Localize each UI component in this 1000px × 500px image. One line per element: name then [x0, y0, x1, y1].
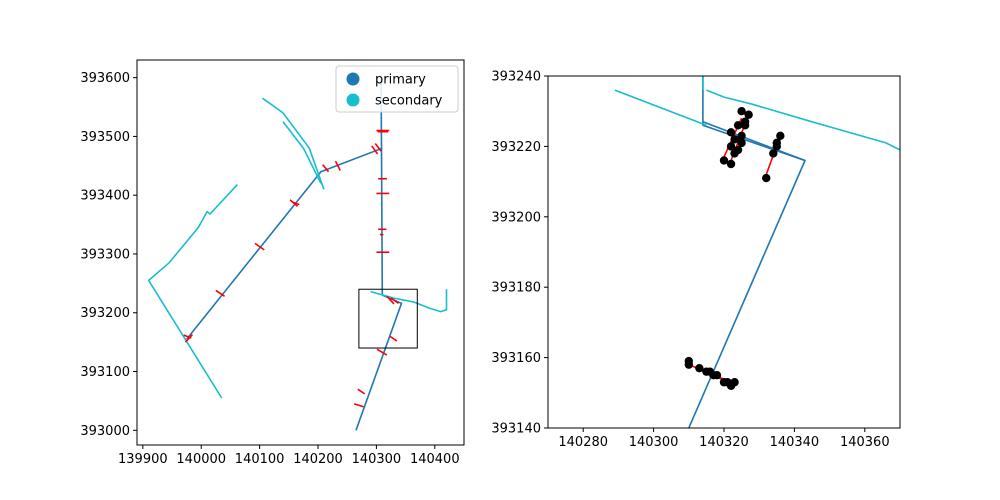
- sample-point: [730, 378, 739, 387]
- y-tick-label: 393180: [491, 281, 541, 296]
- sample-point: [769, 149, 778, 158]
- y-tick-label: 393200: [80, 306, 130, 321]
- secondary-road-line: [370, 289, 448, 313]
- sample-point: [744, 110, 753, 119]
- sample-point: [684, 356, 693, 366]
- primary-road-line: [702, 121, 806, 162]
- zoom-region-box: [358, 288, 418, 349]
- plot-area: [147, 77, 448, 431]
- sample-point: [723, 378, 732, 387]
- y-tick-label: 393200: [491, 210, 541, 225]
- cut-marker: [322, 164, 330, 173]
- primary-road-line: [380, 77, 384, 296]
- sample-point: [726, 128, 736, 137]
- x-tick-label: 140200: [293, 452, 343, 467]
- zoomed-map-panel: 140280 140300 140320 140340 140360 393140 3931…: [491, 70, 901, 450]
- x-tick-label: 140300: [629, 435, 679, 450]
- primary-road-line: [185, 147, 383, 340]
- cut-marker: [389, 335, 398, 342]
- y-tick-label: 393140: [491, 422, 541, 437]
- legend-marker: [346, 93, 360, 107]
- sample-point: [719, 156, 729, 165]
- y-tick-label: 393000: [80, 424, 130, 439]
- cut-marker: [374, 142, 382, 152]
- y-tick-label: 393500: [80, 130, 130, 145]
- sample-point: [733, 121, 743, 130]
- sample-point: [762, 173, 771, 183]
- secondary-road-line: [262, 97, 325, 190]
- secondary-road-line: [614, 89, 707, 127]
- axes-frame: [547, 75, 901, 429]
- legend-box: [335, 65, 459, 113]
- sample-point: [695, 363, 704, 373]
- secondary-road-line: [282, 121, 322, 184]
- cut-marker: [184, 333, 194, 343]
- y-tick-label: 393220: [491, 140, 541, 155]
- axes-frame: [136, 59, 465, 446]
- secondary-road-line: [147, 184, 238, 399]
- x-tick-label: 140300: [352, 452, 402, 467]
- x-tick-label: 140280: [558, 435, 608, 450]
- cut-marker: [386, 295, 395, 305]
- y-tick-label: 393100: [80, 365, 130, 380]
- x-tick-label: 140320: [699, 435, 749, 450]
- cut-marker: [376, 348, 388, 356]
- x-tick-label: 140340: [770, 435, 820, 450]
- x-tick-label: 140360: [840, 435, 890, 450]
- y-tick-label: 393240: [491, 70, 541, 85]
- sample-point: [730, 135, 739, 144]
- sample-point: [737, 107, 746, 116]
- sample-point: [776, 131, 785, 141]
- cut-marker: [334, 160, 341, 171]
- y-tick-label: 393600: [80, 71, 130, 86]
- cut-marker: [353, 403, 364, 408]
- y-tick-label: 393160: [491, 351, 541, 366]
- cut-marker: [371, 145, 379, 155]
- cut-marker: [357, 388, 366, 395]
- y-tick-label: 393300: [80, 247, 130, 262]
- cut-marker: [390, 297, 400, 304]
- sample-point: [772, 138, 781, 148]
- primary-road-line: [688, 76, 806, 428]
- sample-point: [740, 121, 750, 130]
- x-tick-label: 140400: [410, 452, 460, 467]
- sample-point: [726, 142, 736, 151]
- x-tick-label: 140100: [235, 452, 285, 467]
- legend-label: secondary: [375, 94, 443, 109]
- legend-label: primary: [375, 73, 426, 88]
- overview-map-panel: 139900 140000 140100 140200 140300 140400 3930…: [80, 59, 465, 467]
- cut-marker: [292, 201, 300, 206]
- y-tick-label: 393400: [80, 189, 130, 204]
- sample-point: [733, 145, 743, 155]
- sample-point: [709, 371, 718, 380]
- secondary-road-line: [706, 89, 900, 151]
- legend-marker: [346, 72, 360, 86]
- sample-point: [737, 131, 746, 141]
- primary-road-line: [355, 294, 403, 431]
- sample-point: [726, 159, 736, 169]
- legend: primary secondary: [335, 65, 459, 113]
- x-tick-label: 140000: [176, 452, 226, 467]
- x-tick-label: 139900: [118, 452, 168, 467]
- cut-marker: [215, 289, 226, 297]
- plot-area: [614, 76, 900, 428]
- sample-point: [737, 138, 746, 148]
- cut-marker: [254, 242, 265, 251]
